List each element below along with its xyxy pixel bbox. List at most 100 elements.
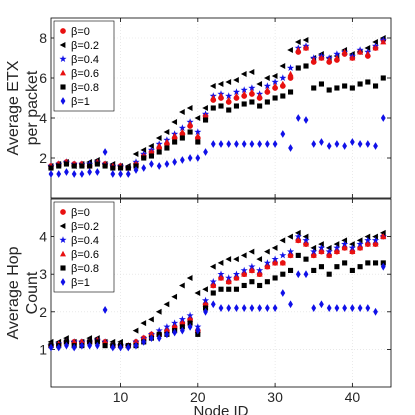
data-point <box>380 75 386 81</box>
data-point <box>195 154 201 162</box>
data-point <box>341 48 348 55</box>
legend-marker <box>59 55 67 63</box>
data-point <box>326 252 333 258</box>
data-point <box>240 86 248 94</box>
data-point <box>171 323 178 330</box>
data-point <box>218 92 224 99</box>
data-point <box>172 328 178 337</box>
data-point <box>187 120 194 127</box>
legend-box <box>53 20 115 112</box>
data-point <box>225 96 232 103</box>
data-point <box>311 85 317 91</box>
legend-label: β=0.4 <box>71 235 99 247</box>
data-point <box>334 304 340 312</box>
data-point <box>248 262 256 270</box>
data-point <box>133 166 139 174</box>
data-point <box>280 289 286 297</box>
data-point <box>225 256 232 263</box>
data-point <box>225 278 232 285</box>
legend-label: β=0.4 <box>71 54 99 66</box>
data-point <box>249 140 255 148</box>
data-point <box>102 148 108 156</box>
data-point <box>241 270 248 277</box>
data-point <box>365 140 371 148</box>
data-point <box>256 266 264 274</box>
data-point <box>318 54 325 61</box>
legend-label: β=0 <box>71 26 90 38</box>
data-point <box>241 304 247 312</box>
data-point <box>226 286 232 292</box>
legend-label: β=0 <box>71 207 90 219</box>
data-point <box>149 160 154 168</box>
data-point <box>202 112 209 119</box>
data-point <box>342 83 348 89</box>
y-tick-label: 4 <box>39 229 47 245</box>
data-point <box>311 140 317 148</box>
data-point <box>349 54 356 61</box>
legend-marker <box>60 97 66 105</box>
data-point <box>372 240 379 247</box>
data-point <box>310 244 317 251</box>
data-point <box>264 263 271 270</box>
data-point <box>357 48 364 55</box>
data-point <box>272 275 278 281</box>
data-point <box>349 85 355 91</box>
data-point <box>364 236 372 244</box>
data-point <box>333 244 341 251</box>
data-point <box>372 233 378 240</box>
data-point <box>303 240 309 247</box>
data-point <box>373 307 378 316</box>
data-point <box>179 282 185 289</box>
y-tick-label: 6 <box>39 70 47 86</box>
data-point <box>64 168 69 176</box>
y-axis-label-line: Average ETX <box>5 60 22 155</box>
data-point <box>240 266 248 274</box>
data-point <box>372 83 379 89</box>
data-point <box>79 170 85 178</box>
data-point <box>125 165 131 171</box>
data-point <box>373 142 378 150</box>
data-point <box>64 341 69 350</box>
data-point <box>217 259 224 266</box>
data-point <box>294 229 301 236</box>
data-point <box>232 270 241 278</box>
data-point <box>102 306 108 314</box>
x-axis-label: Node ID <box>193 403 248 415</box>
data-point <box>256 270 263 277</box>
data-point <box>317 244 326 251</box>
data-point <box>71 338 78 345</box>
data-point <box>272 259 279 266</box>
data-point <box>372 260 379 266</box>
legend-marker <box>59 223 66 229</box>
series-β=1 <box>48 114 386 178</box>
data-point <box>233 77 239 83</box>
data-point <box>194 132 201 139</box>
data-point <box>179 128 186 135</box>
data-point <box>256 256 263 263</box>
legend: β=0 β=0.2 β=0.4 β=0.6 β=0.8 β=1 <box>53 20 115 112</box>
data-point <box>287 89 294 95</box>
data-point <box>271 244 278 251</box>
data-point <box>156 149 162 155</box>
data-point <box>241 90 248 97</box>
data-point <box>341 240 349 248</box>
data-point <box>179 156 185 164</box>
x-tick-label: 30 <box>267 389 283 405</box>
data-point <box>79 341 85 350</box>
data-point <box>210 94 217 101</box>
data-point <box>357 264 363 270</box>
y-axis-label-line: Count <box>24 271 41 314</box>
data-point <box>341 244 348 251</box>
data-point <box>117 165 124 171</box>
data-point <box>78 338 85 345</box>
legend-marker <box>59 42 66 48</box>
data-point <box>163 327 170 333</box>
data-point <box>319 300 324 309</box>
data-point <box>364 240 371 247</box>
data-point <box>249 304 255 312</box>
data-point <box>272 140 278 148</box>
data-point <box>210 140 216 148</box>
data-point <box>334 264 340 270</box>
data-point <box>234 140 239 148</box>
data-point <box>171 132 178 139</box>
